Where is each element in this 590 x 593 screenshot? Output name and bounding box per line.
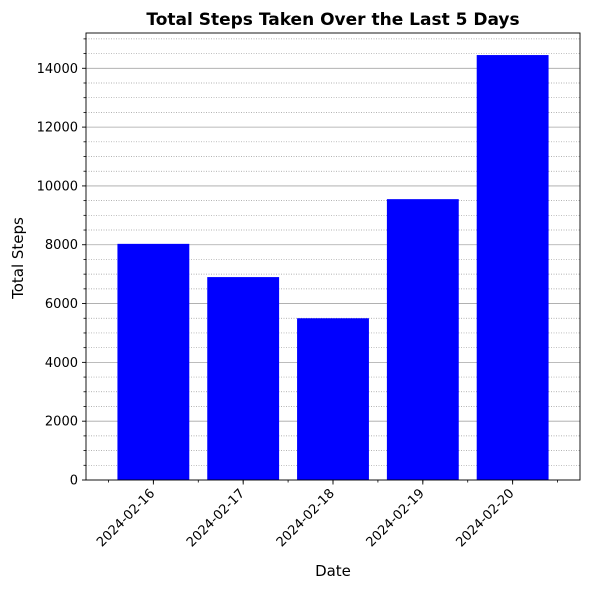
y-tick-label: 10000 bbox=[37, 179, 78, 194]
y-tick-label: 6000 bbox=[45, 297, 78, 312]
x-tick-label: 2024-02-16 bbox=[94, 486, 158, 550]
y-tick-label: 4000 bbox=[45, 356, 78, 371]
y-tick-label: 12000 bbox=[37, 121, 78, 136]
y-tick-label: 8000 bbox=[45, 238, 78, 253]
x-axis-label: Date bbox=[315, 562, 351, 580]
x-tick-label: 2024-02-18 bbox=[274, 486, 338, 550]
chart-title: Total Steps Taken Over the Last 5 Days bbox=[146, 10, 519, 30]
x-tick-label: 2024-02-17 bbox=[184, 486, 248, 550]
bar-2024-02-17 bbox=[207, 277, 280, 480]
y-axis-label: Total Steps bbox=[9, 217, 27, 300]
x-tick-label: 2024-02-20 bbox=[453, 486, 517, 550]
y-tick-label: 0 bbox=[70, 474, 78, 489]
bar-2024-02-20 bbox=[476, 55, 549, 481]
bar-2024-02-18 bbox=[297, 318, 369, 480]
bar-2024-02-16 bbox=[117, 243, 190, 480]
bar-2024-02-19 bbox=[386, 199, 459, 480]
y-tick-label: 14000 bbox=[37, 62, 78, 77]
x-tick-label: 2024-02-19 bbox=[364, 486, 428, 550]
bars bbox=[117, 55, 549, 481]
y-tick-label: 2000 bbox=[45, 415, 78, 430]
